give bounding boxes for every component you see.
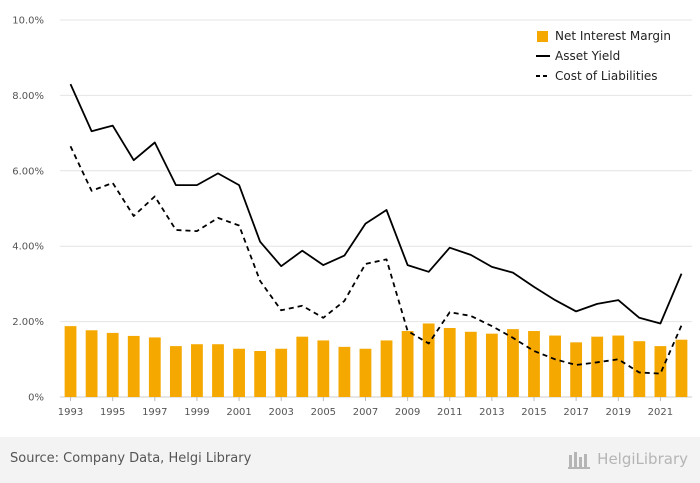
- nim-bar: [127, 335, 140, 397]
- x-tick-label: 2009: [395, 407, 420, 418]
- x-tick-label: 2015: [521, 407, 546, 418]
- x-axis-ticks: 1993 1995 1997 1999 2001 2003 2005 2007 2009 2011…: [58, 397, 673, 418]
- nim-bar: [212, 344, 224, 397]
- x-tick-label: 2013: [479, 407, 504, 418]
- nim-bar: [106, 332, 119, 397]
- nim-bar: [401, 331, 414, 397]
- x-tick-label: 2017: [563, 407, 588, 418]
- nim-bar: [464, 331, 477, 397]
- grid-lines: [60, 19, 692, 398]
- x-tick-label: 1995: [100, 407, 125, 418]
- asset-yield-line: [69, 83, 683, 325]
- nim-bar: [528, 331, 540, 397]
- y-tick-label: 6.00%: [12, 166, 44, 177]
- nim-bar: [338, 346, 351, 397]
- legend: Net Interest Margin Asset Yield Cost of Li…: [536, 29, 671, 83]
- cost-of-liabilities-line: [69, 145, 683, 375]
- chart: 0% 2.00% 4.00% 6.00% 8.00% 10.0% 1993 1995 1997…: [12, 16, 692, 418]
- x-tick-label: 2007: [353, 407, 378, 418]
- nim-bar: [654, 346, 667, 397]
- footer: Source: Company Data, Helgi Library Helg…: [0, 437, 700, 483]
- nim-bar: [485, 333, 498, 397]
- y-tick-label: 0%: [28, 393, 44, 404]
- nim-bar: [633, 341, 646, 397]
- source-note: Source: Company Data, Helgi Library: [10, 451, 252, 466]
- nim-bar: [233, 348, 245, 397]
- x-tick-label: 1993: [58, 407, 83, 418]
- x-tick-label: 2011: [437, 407, 462, 418]
- x-tick-label: 2021: [648, 407, 673, 418]
- x-tick-label: 2003: [268, 407, 293, 418]
- x-tick-label: 2019: [606, 407, 631, 418]
- nim-bar: [570, 342, 583, 397]
- nim-bar: [296, 336, 309, 397]
- x-tick-label: 1997: [142, 407, 167, 418]
- nim-bar: [169, 346, 182, 397]
- nim-bar: [254, 351, 267, 397]
- bar-series: [64, 323, 688, 397]
- y-tick-label: 2.00%: [12, 317, 44, 328]
- brand-logo: HelgiLibrary: [567, 449, 688, 469]
- nim-bar: [675, 339, 688, 397]
- nim-bar: [317, 340, 330, 397]
- legend-label: Cost of Liabilities: [555, 69, 658, 83]
- nim-bar: [591, 336, 604, 397]
- y-tick-label: 4.00%: [12, 242, 44, 253]
- nim-bar: [85, 330, 98, 397]
- x-tick-label: 2005: [311, 407, 336, 418]
- nim-bar: [612, 335, 625, 397]
- x-tick-label: 2001: [226, 407, 251, 418]
- legend-label: Asset Yield: [555, 49, 620, 63]
- nim-bar: [64, 326, 77, 397]
- nim-bar: [380, 340, 393, 397]
- nim-bar: [443, 328, 456, 397]
- nim-bar: [549, 335, 561, 397]
- nim-bar: [507, 329, 519, 397]
- nim-bar: [359, 348, 372, 397]
- y-tick-label: 10.0%: [12, 16, 44, 27]
- nim-bar: [191, 344, 203, 397]
- library-icon: [568, 452, 591, 469]
- x-tick-label: 1999: [184, 407, 209, 418]
- y-tick-label: 8.00%: [12, 91, 44, 102]
- nim-bar: [148, 337, 161, 397]
- line-series: [69, 83, 683, 375]
- nim-bar: [275, 348, 288, 397]
- y-axis-ticks: 0% 2.00% 4.00% 6.00% 8.00% 10.0%: [12, 16, 44, 404]
- nim-bar: [422, 323, 435, 397]
- legend-swatch-net-interest-margin: [537, 31, 548, 42]
- legend-label: Net Interest Margin: [555, 29, 671, 43]
- brand-name: HelgiLibrary: [597, 450, 688, 468]
